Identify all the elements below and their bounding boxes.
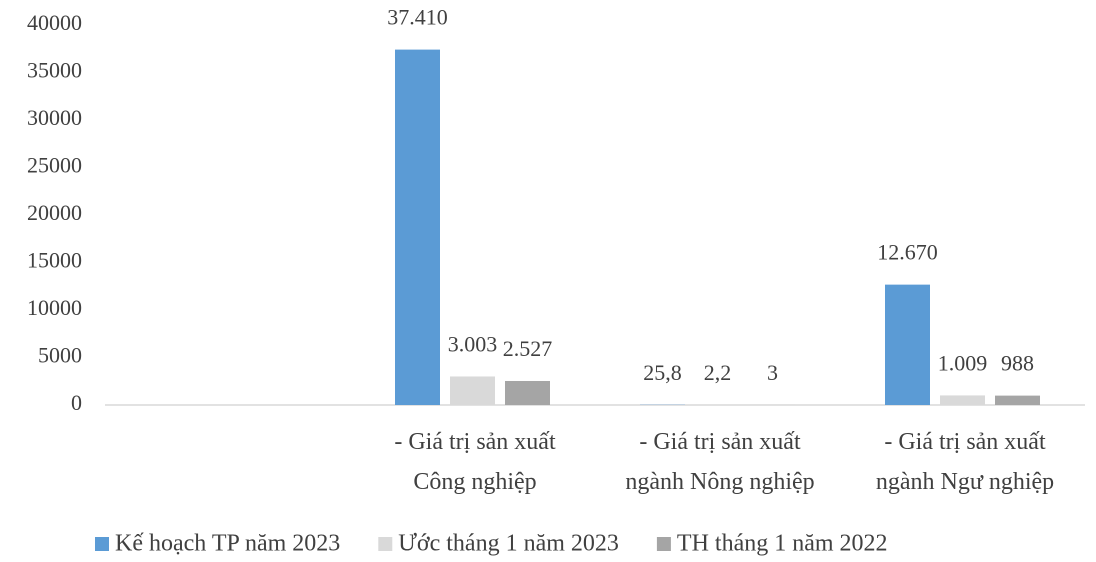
data-label: 25,8 <box>643 360 682 385</box>
y-tick-label: 35000 <box>27 58 82 83</box>
data-label: 3 <box>767 360 778 385</box>
legend-label: Kế hoạch TP năm 2023 <box>115 531 340 557</box>
legend-label: TH tháng 1 năm 2022 <box>677 531 888 557</box>
x-tick-label: - Giá trị sản xuất Công nghiệp <box>394 429 556 495</box>
data-label: 2.527 <box>503 336 553 361</box>
x-tick-label: - Giá trị sản xuất ngành Ngư nghiệp <box>875 429 1055 495</box>
data-label: 12.670 <box>877 240 938 265</box>
bar <box>450 376 495 405</box>
y-tick-label: 25000 <box>27 153 82 178</box>
bar <box>995 395 1040 405</box>
data-label: 2,2 <box>704 360 732 385</box>
x-tick-label: - Giá trị sản xuất ngành Nông nghiệp <box>625 429 815 495</box>
y-tick-label: 10000 <box>27 295 82 320</box>
data-label: 3.003 <box>448 332 498 357</box>
bar <box>505 380 550 405</box>
y-tick-label: 40000 <box>27 10 82 35</box>
y-tick-label: 30000 <box>27 105 82 130</box>
y-tick-label: 5000 <box>38 343 82 368</box>
legend-label: Ước tháng 1 năm 2023 <box>398 531 619 557</box>
legend-swatch <box>656 537 671 551</box>
legend-swatch <box>95 537 109 551</box>
data-label: 37.410 <box>387 5 448 30</box>
y-tick-label: 0 <box>71 390 82 415</box>
bar <box>885 284 930 405</box>
y-tick-label: 20000 <box>27 200 82 225</box>
bar <box>395 49 440 405</box>
legend-swatch <box>378 537 393 551</box>
bar <box>940 395 985 405</box>
y-tick-label: 15000 <box>27 248 82 273</box>
data-label: 988 <box>1001 351 1034 376</box>
data-label: 1.009 <box>938 350 988 375</box>
